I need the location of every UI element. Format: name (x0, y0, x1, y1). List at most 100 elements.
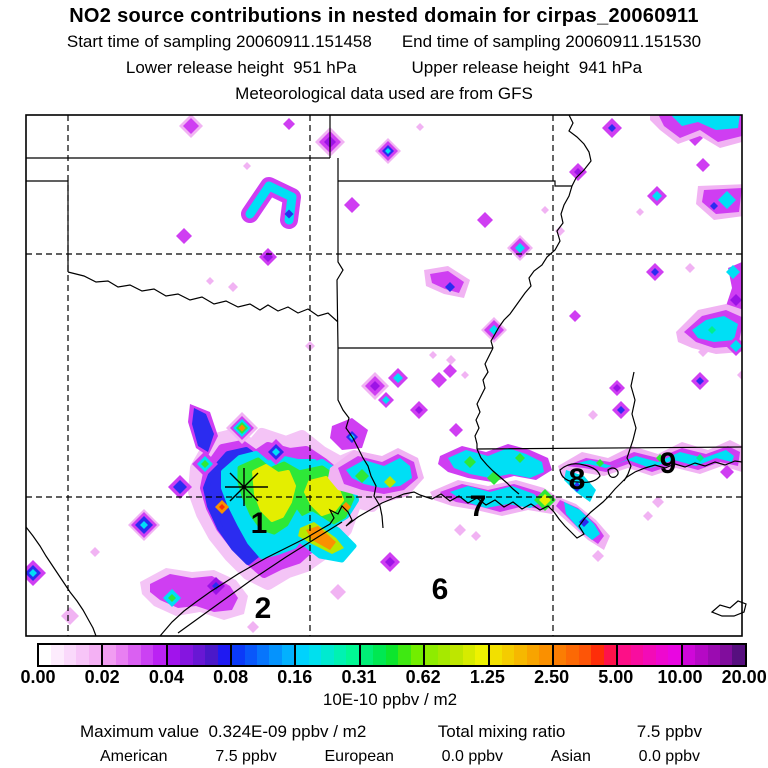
region-european-label: European (324, 748, 394, 765)
region-european-value: 0.0 ppbv (441, 748, 504, 765)
region-american-value: 7.5 ppbv (215, 748, 277, 765)
colorbar-segment (230, 645, 295, 665)
colorbar-tick-label: 20.00 (721, 667, 767, 687)
colorbar-tick-label: 10.00 (657, 667, 703, 687)
colorbar-segment (423, 645, 488, 665)
colorbar-cell (437, 645, 451, 665)
colorbar-cell (205, 645, 218, 665)
colorbar-cell (115, 645, 129, 665)
colorbar-units-label: 10E-10 ppbv / m2 (322, 690, 458, 709)
colorbar-cell (103, 645, 116, 665)
colorbar-segment (551, 645, 617, 665)
colorbar-tick-label: 0.04 (148, 667, 184, 687)
colorbar-cell (655, 645, 669, 665)
colorbar-segment (358, 645, 424, 665)
colorbar-cell (153, 645, 166, 665)
colorbar-tick-label: 5.00 (598, 667, 634, 687)
colorbar-cell (333, 645, 347, 665)
colorbar-cell (410, 645, 424, 665)
met-data-label: Meteorological data used are from GFS (235, 84, 533, 103)
colorbar-cell (603, 645, 617, 665)
colorbar-cell (63, 645, 77, 665)
map-region-label-8: 8 (569, 463, 586, 496)
colorbar-cell (707, 645, 720, 665)
colorbar-tick-label: 1.25 (469, 667, 505, 687)
map-region-label-2: 2 (255, 592, 272, 625)
colorbar-cell (167, 645, 181, 665)
source-contributions-row: American 7.5 ppbv European 0.0 ppbv Asia… (100, 748, 700, 766)
colorbar-segment (165, 645, 231, 665)
colorbar-segment (487, 645, 552, 665)
max-value-label: Maximum value 0.324E-09 ppbv / m2 (80, 722, 367, 741)
colorbar-cell (217, 645, 231, 665)
colorbar-cell (385, 645, 399, 665)
colorbar-ticks: 0.00 0.02 0.04 0.08 0.16 0.31 0.62 1.25 2.50 5.00… (0, 667, 768, 687)
max-value-row: Maximum value 0.324E-09 ppbv / m2 Total … (80, 722, 702, 742)
colorbar-cell (51, 645, 64, 665)
colorbar-cell (425, 645, 438, 665)
map-region-label-9: 9 (660, 447, 677, 480)
colorbar-cell (489, 645, 502, 665)
colorbar-cell (539, 645, 552, 665)
colorbar-cell (501, 645, 515, 665)
colorbar-tick-label: 0.16 (277, 667, 313, 687)
colorbar-cell (553, 645, 567, 665)
release-point-star-icon (225, 468, 268, 506)
colorbar-tick-label: 0.00 (20, 667, 56, 687)
colorbar-cell (180, 645, 193, 665)
coastline (25, 460, 747, 637)
sampling-times-row: Start time of sampling 20060911.151458 E… (0, 32, 768, 52)
colorbar-segment (616, 645, 681, 665)
colorbar-cell (514, 645, 527, 665)
map-region-label-7: 7 (470, 490, 487, 523)
colorbar-cell (566, 645, 579, 665)
upper-release-label: Upper release height 941 hPa (411, 58, 643, 77)
colorbar-cell (281, 645, 295, 665)
end-time-label: End time of sampling 20060911.151530 (401, 32, 702, 51)
colorbar-cell (682, 645, 696, 665)
total-mixing-ratio-value: 7.5 ppbv (636, 722, 702, 741)
colorbar-cell (462, 645, 476, 665)
colorbar-segment (294, 645, 359, 665)
start-time-label: Start time of sampling 20060911.151458 (66, 32, 372, 51)
total-mixing-ratio-label: Total mixing ratio (437, 722, 566, 741)
colorbar-segment (680, 645, 745, 665)
colorbar-cell (578, 645, 592, 665)
colorbar-tick-label: 2.50 (534, 667, 570, 687)
colorbar-tick-label: 0.02 (84, 667, 120, 687)
colorbar-cell (373, 645, 386, 665)
colorbar-cell (88, 645, 102, 665)
colorbar-tick-label: 0.62 (405, 667, 441, 687)
map-region-label-1: 1 (251, 507, 268, 540)
colorbar-segment (101, 645, 166, 665)
colorbar-cell (668, 645, 681, 665)
region-american-label: American (100, 748, 168, 765)
colorbar-cell (232, 645, 245, 665)
colorbar-cell (398, 645, 411, 665)
colorbar-cell (192, 645, 206, 665)
colorbar-cell (308, 645, 322, 665)
colorbar-cell (591, 645, 604, 665)
colorbar-cell (39, 645, 52, 665)
colorbar-cell (450, 645, 463, 665)
colorbar-cell (76, 645, 89, 665)
colorbar-cell (244, 645, 258, 665)
colorbar-cell (695, 645, 708, 665)
colorbar-cell (140, 645, 154, 665)
colorbar-cell (643, 645, 656, 665)
concentration-blobs-layer (26, 115, 742, 633)
release-heights-row: Lower release height 951 hPa Upper relea… (0, 58, 768, 78)
map-region-label-6: 6 (432, 573, 449, 606)
colorbar-cell (360, 645, 374, 665)
colorbar-cell (732, 645, 745, 665)
colorbar-segment (39, 645, 102, 665)
colorbar-cell (346, 645, 359, 665)
colorbar-cell (720, 645, 733, 665)
colorbar-cell (526, 645, 540, 665)
region-asian-label: Asian (550, 748, 591, 765)
colorbar-cell (321, 645, 334, 665)
state-borders (26, 114, 743, 529)
colorbar-cell (257, 645, 270, 665)
